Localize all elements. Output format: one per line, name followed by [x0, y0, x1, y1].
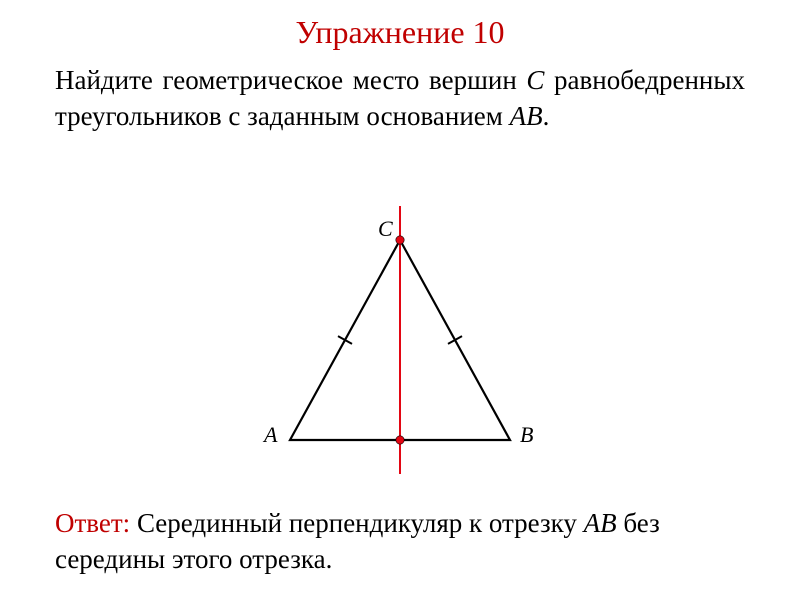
foot-m-dot: [396, 436, 404, 444]
label-a: A: [264, 422, 277, 448]
exercise-title-text: Упражнение 10: [295, 14, 504, 50]
problem-prefix: Найдите геометрическое место вершин: [55, 65, 526, 95]
problem-var-c: C: [526, 65, 544, 95]
vertex-c-dot: [396, 236, 404, 244]
answer-text-prefix: Серединный перпендикуляр к отрезку: [130, 508, 583, 538]
label-b: B: [520, 422, 533, 448]
problem-text: Найдите геометрическое место вершин C ра…: [55, 62, 745, 135]
diagram-container: A B C: [220, 200, 580, 480]
answer-var-ab: AB: [584, 508, 617, 538]
problem-suffix: .: [543, 101, 550, 131]
tick-left: [338, 336, 352, 344]
label-c: C: [378, 216, 393, 242]
tick-right: [448, 336, 462, 344]
exercise-title: Упражнение 10: [0, 14, 800, 51]
answer-block: Ответ: Серединный перпендикуляр к отрезк…: [55, 505, 745, 578]
slide: Упражнение 10 Найдите геометрическое мес…: [0, 0, 800, 600]
problem-var-ab: AB: [510, 101, 543, 131]
answer-label: Ответ:: [55, 508, 130, 538]
